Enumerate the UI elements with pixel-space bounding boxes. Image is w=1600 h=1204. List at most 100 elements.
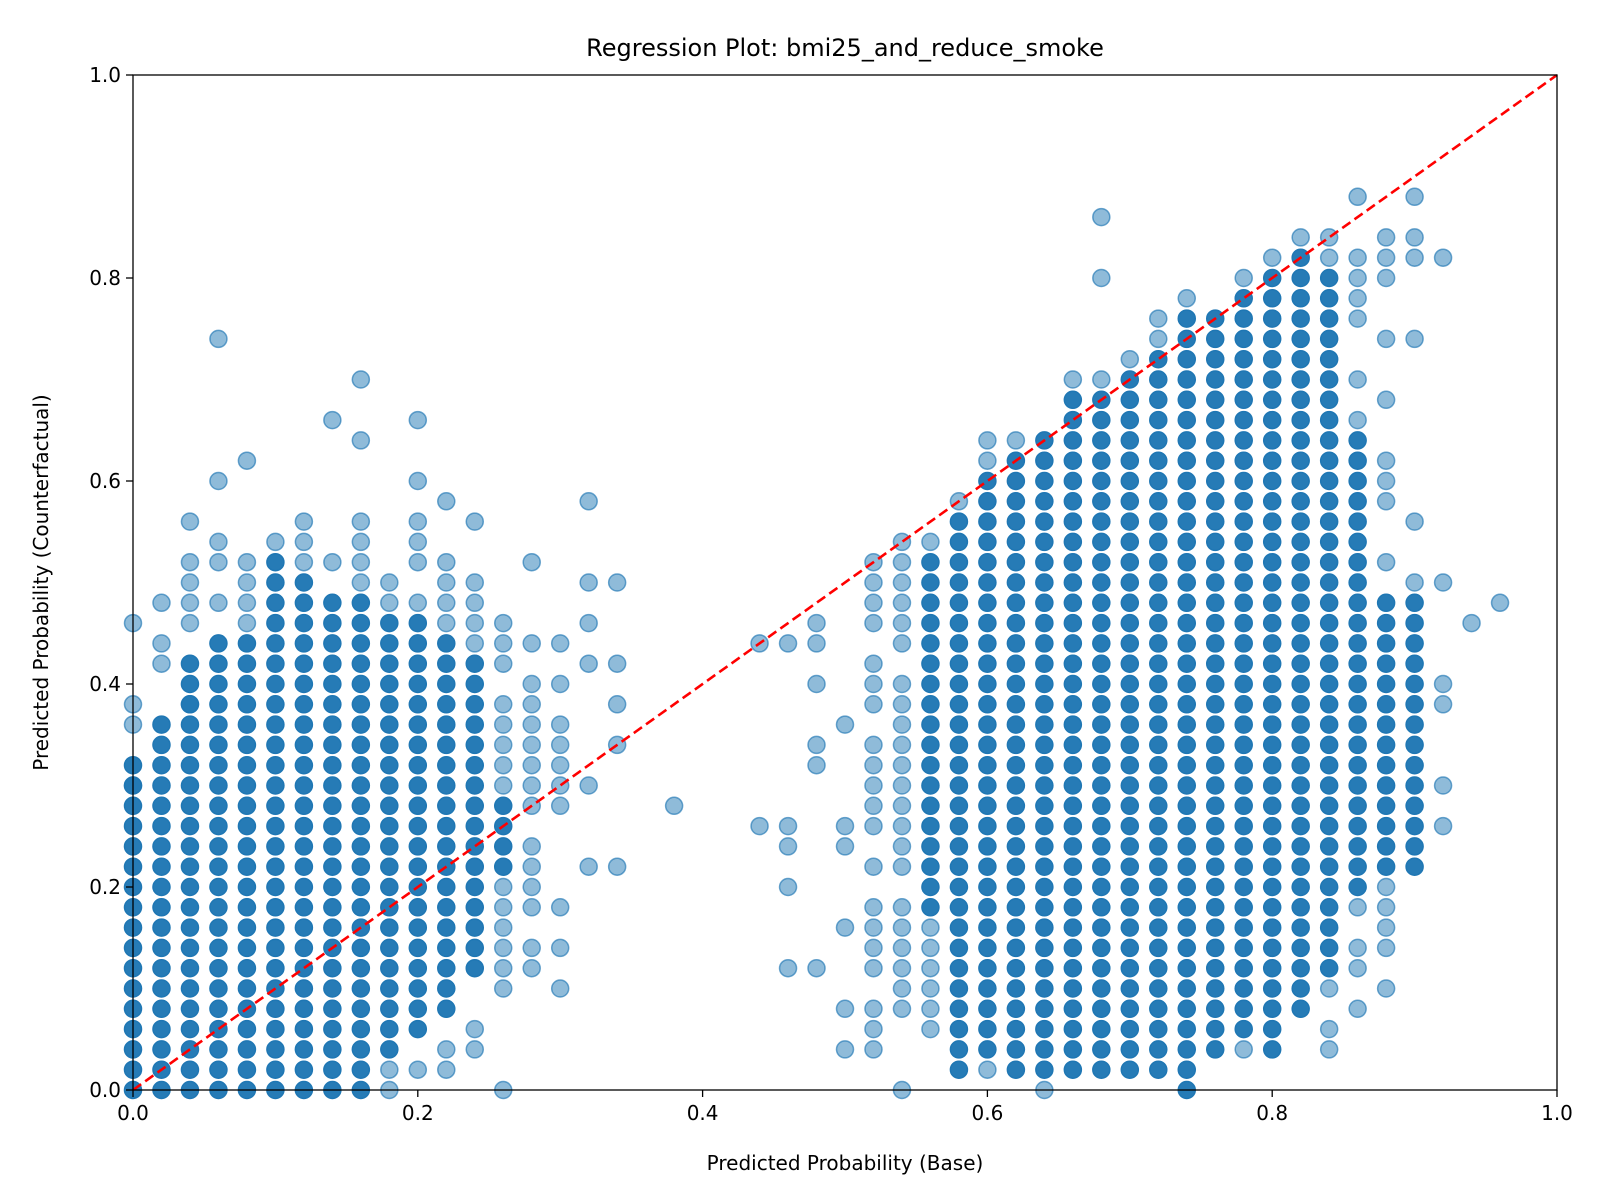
data-point: [864, 654, 883, 673]
data-point: [1006, 492, 1026, 511]
data-point: [408, 715, 428, 734]
data-point: [1376, 816, 1396, 836]
data-point: [1291, 979, 1310, 998]
data-point: [294, 735, 314, 755]
data-point: [807, 755, 826, 775]
data-point: [1490, 593, 1510, 613]
data-point: [1149, 1040, 1168, 1059]
data-point: [892, 776, 912, 795]
data-point: [522, 837, 541, 856]
data-point: [237, 735, 257, 755]
data-point: [266, 776, 285, 795]
x-tick-label: 0.0: [117, 1101, 149, 1125]
data-point: [180, 1060, 200, 1079]
data-point: [978, 695, 997, 714]
data-point: [1348, 552, 1367, 572]
data-point: [1319, 268, 1339, 288]
data-point: [1376, 593, 1396, 613]
data-point: [1262, 857, 1282, 876]
data-point: [1234, 329, 1253, 349]
data-point: [835, 837, 855, 856]
data-point: [1177, 715, 1197, 734]
data-point: [892, 695, 912, 714]
data-point: [1177, 898, 1197, 917]
data-point: [864, 695, 883, 714]
data-point: [209, 654, 228, 673]
data-point: [351, 958, 371, 978]
data-point: [1319, 715, 1339, 734]
data-point: [209, 1040, 228, 1059]
data-point: [294, 776, 314, 795]
data-point: [1376, 492, 1396, 511]
data-point: [1063, 552, 1083, 572]
data-point: [323, 735, 342, 755]
data-point: [1405, 187, 1424, 207]
data-point: [978, 816, 997, 836]
data-point: [465, 613, 485, 633]
data-point: [1234, 735, 1253, 755]
data-point: [1092, 410, 1111, 430]
data-point: [978, 999, 997, 1019]
data-point: [1177, 776, 1197, 795]
data-point: [978, 654, 997, 673]
data-point: [949, 512, 969, 531]
data-point: [1006, 532, 1026, 552]
data-point: [1063, 715, 1083, 734]
data-point: [1319, 654, 1339, 673]
data-point: [949, 816, 969, 836]
data-point: [522, 958, 541, 978]
data-point: [1205, 938, 1225, 958]
data-point: [522, 776, 541, 795]
data-point: [1205, 918, 1225, 937]
data-point: [1205, 410, 1225, 430]
data-point: [921, 735, 940, 755]
data-point: [1405, 654, 1424, 673]
data-point: [1319, 695, 1339, 714]
data-point: [323, 552, 342, 572]
data-point: [750, 816, 769, 836]
data-point: [1405, 837, 1424, 856]
data-point: [949, 938, 969, 958]
data-point: [1006, 938, 1026, 958]
data-point: [323, 877, 342, 897]
data-point: [1177, 918, 1197, 937]
data-point: [1063, 938, 1083, 958]
data-point: [892, 837, 912, 856]
data-point: [1149, 938, 1168, 958]
data-point: [1149, 573, 1168, 592]
data-point: [1035, 654, 1054, 673]
data-point: [294, 512, 314, 531]
data-point: [1291, 654, 1310, 673]
data-point: [1405, 329, 1424, 349]
data-point: [152, 1040, 171, 1059]
data-point: [380, 857, 399, 876]
data-point: [1149, 613, 1168, 633]
data-point: [380, 918, 399, 937]
data-point: [1319, 837, 1339, 856]
data-point: [1149, 999, 1168, 1019]
data-point: [1405, 695, 1424, 714]
data-point: [209, 1060, 228, 1079]
data-point: [465, 776, 485, 795]
data-point: [1006, 674, 1026, 694]
data-point: [1205, 431, 1225, 450]
data-point: [522, 755, 541, 775]
data-point: [1205, 532, 1225, 552]
data-point: [864, 857, 883, 876]
data-point: [1348, 898, 1367, 917]
data-point: [1063, 796, 1083, 816]
data-point: [294, 552, 314, 572]
data-point: [949, 573, 969, 592]
data-point: [408, 654, 428, 673]
data-point: [493, 979, 513, 998]
data-point: [237, 776, 257, 795]
data-point: [921, 1019, 940, 1039]
data-point: [237, 816, 257, 836]
data-point: [1092, 979, 1111, 998]
data-point: [978, 918, 997, 937]
data-point: [237, 613, 257, 633]
data-point: [949, 755, 969, 775]
data-point: [892, 999, 912, 1019]
data-point: [209, 735, 228, 755]
data-point: [1120, 796, 1140, 816]
